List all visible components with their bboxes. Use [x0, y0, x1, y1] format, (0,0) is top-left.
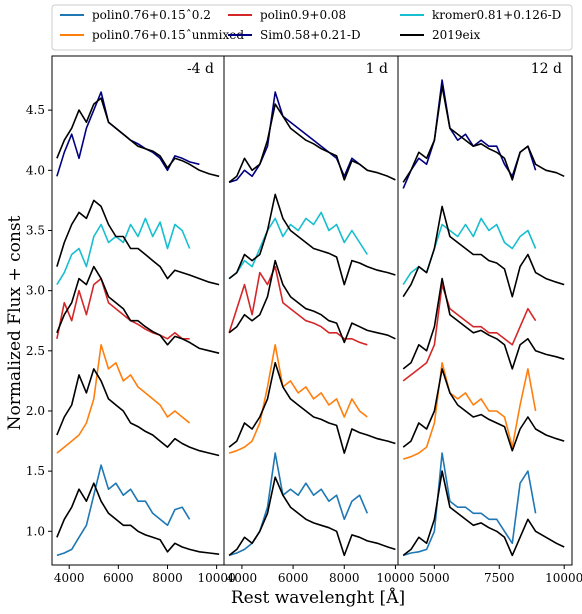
x-tick-label: 7500 [484, 571, 515, 585]
x-tick-label: 6000 [103, 571, 134, 585]
y-tick-label: 1.5 [26, 464, 45, 478]
legend-label: 2019eix [432, 28, 480, 42]
panel-2: 5000 7500 10000 12 d [397, 55, 582, 585]
panel-epoch-label: 1 d [366, 61, 388, 77]
spectrum-data [402, 85, 565, 183]
x-tick-label: 4000 [227, 571, 258, 585]
y-tick-label: 2.5 [26, 344, 45, 358]
spectrum-polin_unmixed [228, 343, 368, 454]
legend-frame [51, 4, 573, 51]
legend-label: kromer0.81+0.126-D [432, 8, 561, 22]
legend-label: polin0.76+0.15ˆ0.2 [92, 8, 211, 22]
spectrum-data [402, 277, 565, 370]
spectrum-data [228, 259, 396, 344]
spectrum-polin_unmixed [402, 361, 537, 460]
spectrum-polin_09 [402, 283, 537, 382]
panel-epoch-label: 12 d [531, 61, 562, 77]
spectrum-data [56, 199, 220, 286]
panel-epoch-label: -4 d [187, 61, 214, 77]
spectrum-sim [56, 91, 200, 177]
legend-label: polin0.76+0.15ˆunmixed [92, 28, 244, 42]
spectrum-data [228, 103, 396, 183]
spectrum-data [402, 205, 565, 298]
spectrum-data [402, 368, 565, 452]
spectrum-data [56, 368, 220, 457]
x-tick-label: 10000 [376, 571, 414, 585]
panel-frame [51, 55, 225, 566]
x-tick-label: 10000 [545, 571, 582, 585]
spectrum-polin_09 [56, 277, 190, 340]
spectrum-sim [228, 91, 368, 184]
y-tick-label: 4.0 [26, 163, 45, 177]
spectra-panels: 4000 6000 8000 10000 -4 d 4000 6000 8000 10000 1 … [26, 55, 582, 585]
spectrum-polin_02 [56, 464, 191, 557]
spectrum-data [228, 361, 396, 454]
legend-label: Sim0.58+0.21-D [260, 28, 361, 42]
spectrum-kromer [228, 211, 368, 280]
y-axis-label: Normalized Flux + const [5, 215, 25, 430]
x-tick-label: 6000 [278, 571, 309, 585]
spectrum-polin_unmixed [56, 343, 191, 454]
spectrum-data [228, 476, 396, 557]
spectrum-kromer [56, 217, 191, 286]
panel-0: 4000 6000 8000 10000 -4 d [51, 55, 236, 585]
x-tick-label: 8000 [329, 571, 360, 585]
spectrum-sim [402, 79, 537, 189]
legend: polin0.76+0.15ˆ0.2 polin0.76+0.15ˆunmixed… [51, 4, 573, 51]
spectrum-data [56, 97, 220, 178]
spectrum-polin_02 [228, 452, 369, 557]
x-axis-label: Rest wavelenght [Å] [231, 587, 405, 608]
spectrum-polin_09 [228, 265, 368, 346]
spectrum-data [402, 470, 565, 557]
legend-label: polin0.9+0.08 [260, 8, 346, 22]
x-tick-label: 10000 [198, 571, 236, 585]
y-tick-label: 3.5 [26, 223, 45, 237]
y-tick-label: 4.5 [26, 103, 45, 117]
panel-1: 4000 6000 8000 10000 1 d [223, 55, 415, 585]
spectrum-data [56, 265, 220, 354]
spectrum-data [56, 482, 220, 555]
y-tick-label: 2.0 [26, 404, 45, 418]
y-tick-label: 3.0 [26, 284, 45, 298]
spectrum-data [228, 193, 396, 286]
x-tick-label: 8000 [152, 571, 183, 585]
panel-frame [397, 55, 573, 566]
x-tick-label: 5000 [419, 571, 450, 585]
x-tick-label: 4000 [54, 571, 85, 585]
y-tick-label: 1.0 [26, 524, 45, 538]
spectrum-polin_02 [402, 452, 537, 557]
